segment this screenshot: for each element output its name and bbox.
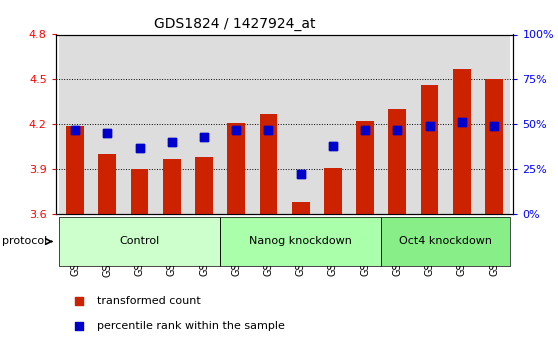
Point — [489, 123, 498, 129]
Point — [264, 127, 273, 132]
Bar — [228, 123, 245, 214]
Bar — [413, 34, 446, 214]
Bar — [228, 123, 245, 214]
Bar — [220, 34, 252, 214]
Point — [393, 127, 402, 132]
Point — [232, 127, 240, 132]
Point — [74, 323, 83, 329]
Bar — [131, 169, 148, 214]
Bar — [131, 169, 148, 214]
Bar — [259, 114, 277, 214]
Bar — [66, 126, 84, 214]
Text: Control: Control — [119, 237, 160, 246]
Point — [360, 127, 369, 132]
Bar — [195, 157, 213, 214]
Point — [200, 134, 209, 139]
Point — [296, 172, 305, 177]
Bar — [356, 121, 374, 214]
Bar — [59, 34, 92, 214]
Bar — [421, 85, 439, 214]
Bar — [485, 79, 503, 214]
Bar — [195, 157, 213, 214]
Bar — [478, 34, 510, 214]
Bar — [156, 34, 188, 214]
Point — [167, 139, 176, 145]
Bar — [252, 34, 285, 214]
Bar — [285, 34, 317, 214]
FancyBboxPatch shape — [59, 217, 220, 266]
Point — [71, 127, 80, 132]
Point — [71, 127, 80, 132]
Bar — [446, 34, 478, 214]
Text: protocol: protocol — [2, 237, 47, 246]
FancyBboxPatch shape — [381, 217, 510, 266]
Bar — [324, 168, 341, 214]
Point — [296, 172, 305, 177]
Bar — [259, 114, 277, 214]
Bar — [66, 126, 84, 214]
Bar — [292, 202, 310, 214]
Bar — [99, 154, 116, 214]
Bar — [388, 109, 406, 214]
Point — [360, 127, 369, 132]
Bar — [453, 69, 470, 214]
Point — [167, 139, 176, 145]
Point — [425, 123, 434, 129]
Bar — [453, 69, 470, 214]
Point — [232, 127, 240, 132]
Bar — [292, 202, 310, 214]
Point — [458, 120, 466, 125]
Bar — [388, 109, 406, 214]
Point — [329, 143, 338, 148]
Bar — [92, 34, 123, 214]
Text: GDS1824 / 1427924_at: GDS1824 / 1427924_at — [153, 17, 315, 31]
Bar — [485, 79, 503, 214]
Bar — [356, 121, 374, 214]
Text: percentile rank within the sample: percentile rank within the sample — [97, 321, 285, 331]
FancyBboxPatch shape — [220, 217, 381, 266]
Point — [393, 127, 402, 132]
Bar — [163, 159, 181, 214]
Bar — [163, 159, 181, 214]
Bar — [188, 34, 220, 214]
Point — [264, 127, 273, 132]
Text: Nanog knockdown: Nanog knockdown — [249, 237, 352, 246]
Point — [458, 120, 466, 125]
Point — [103, 130, 112, 136]
Bar — [317, 34, 349, 214]
Point — [74, 298, 83, 304]
Bar — [381, 34, 413, 214]
Point — [200, 134, 209, 139]
Bar — [421, 85, 439, 214]
Bar — [99, 154, 116, 214]
Bar — [123, 34, 156, 214]
Bar — [349, 34, 381, 214]
Point — [135, 145, 144, 150]
Point — [103, 130, 112, 136]
Point — [329, 143, 338, 148]
Text: Oct4 knockdown: Oct4 knockdown — [399, 237, 492, 246]
Point — [425, 123, 434, 129]
Text: transformed count: transformed count — [97, 296, 201, 306]
Point — [489, 123, 498, 129]
Bar — [324, 168, 341, 214]
Point — [135, 145, 144, 150]
